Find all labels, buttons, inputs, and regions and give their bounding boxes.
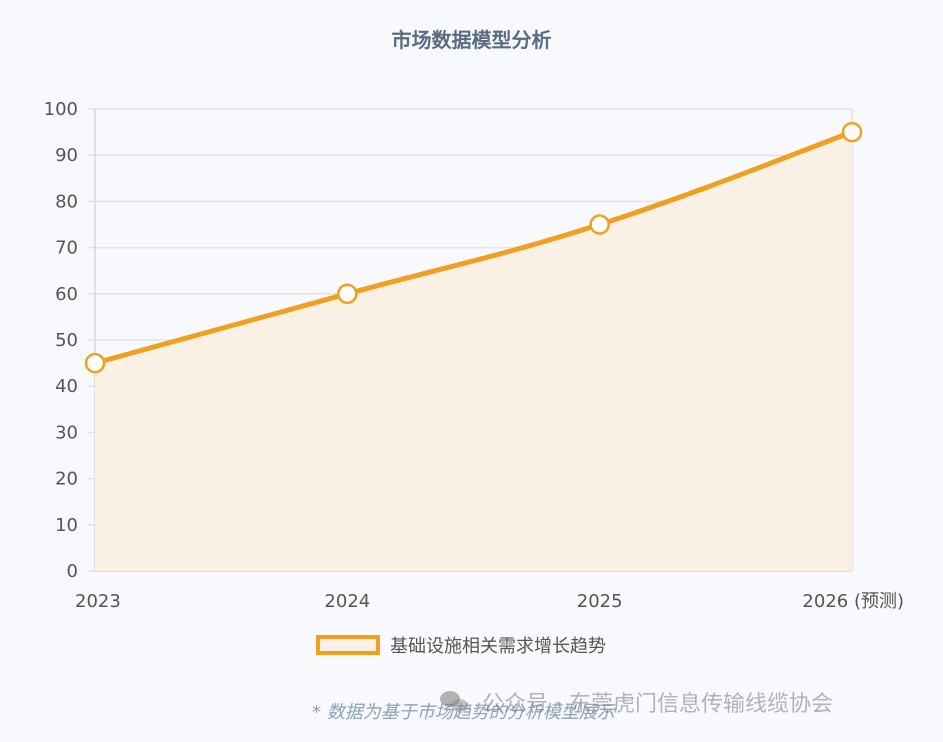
y-tick-label: 30 xyxy=(55,422,78,443)
data-point-2025 xyxy=(589,214,610,235)
series-line xyxy=(94,129,853,366)
legend-label: 基础设施相关需求增长趋势 xyxy=(390,636,606,657)
area-fill xyxy=(95,132,852,571)
data-point-2023 xyxy=(84,352,106,374)
watermark: 公众号 · 东莞虎门信息传输线缆协会 xyxy=(440,686,833,718)
wechat-icon xyxy=(440,691,470,713)
y-tick-label: 0 xyxy=(67,561,78,582)
watermark-text: 公众号 · 东莞虎门信息传输线缆协会 xyxy=(482,692,833,717)
y-tick-label: 70 xyxy=(55,238,78,259)
x-tick-label: 2023 xyxy=(75,591,121,612)
x-tick-label: 2025 xyxy=(577,591,623,612)
y-tick-label: 40 xyxy=(55,376,78,397)
data-point-2024 xyxy=(337,283,358,305)
y-tick-label: 10 xyxy=(55,515,78,536)
y-tick-label: 90 xyxy=(55,145,78,166)
y-tick-label: 60 xyxy=(55,284,78,305)
legend-swatch xyxy=(316,635,380,655)
chart-title: 市场数据模型分析 xyxy=(391,28,552,52)
x-tick-label: 2024 xyxy=(324,591,370,612)
data-point-2026 (预测) xyxy=(841,121,863,143)
x-tick-label: 2026 (预测) xyxy=(802,591,904,612)
y-tick-label: 20 xyxy=(55,469,78,490)
y-tick-label: 80 xyxy=(55,191,78,212)
y-tick-label: 50 xyxy=(55,330,78,351)
footnote: * 数据为基于市场趋势的分析模型展示 xyxy=(312,702,615,723)
y-tick-label: 100 xyxy=(44,99,78,120)
legend[interactable]: 基础设施相关需求增长趋势 xyxy=(316,632,606,658)
